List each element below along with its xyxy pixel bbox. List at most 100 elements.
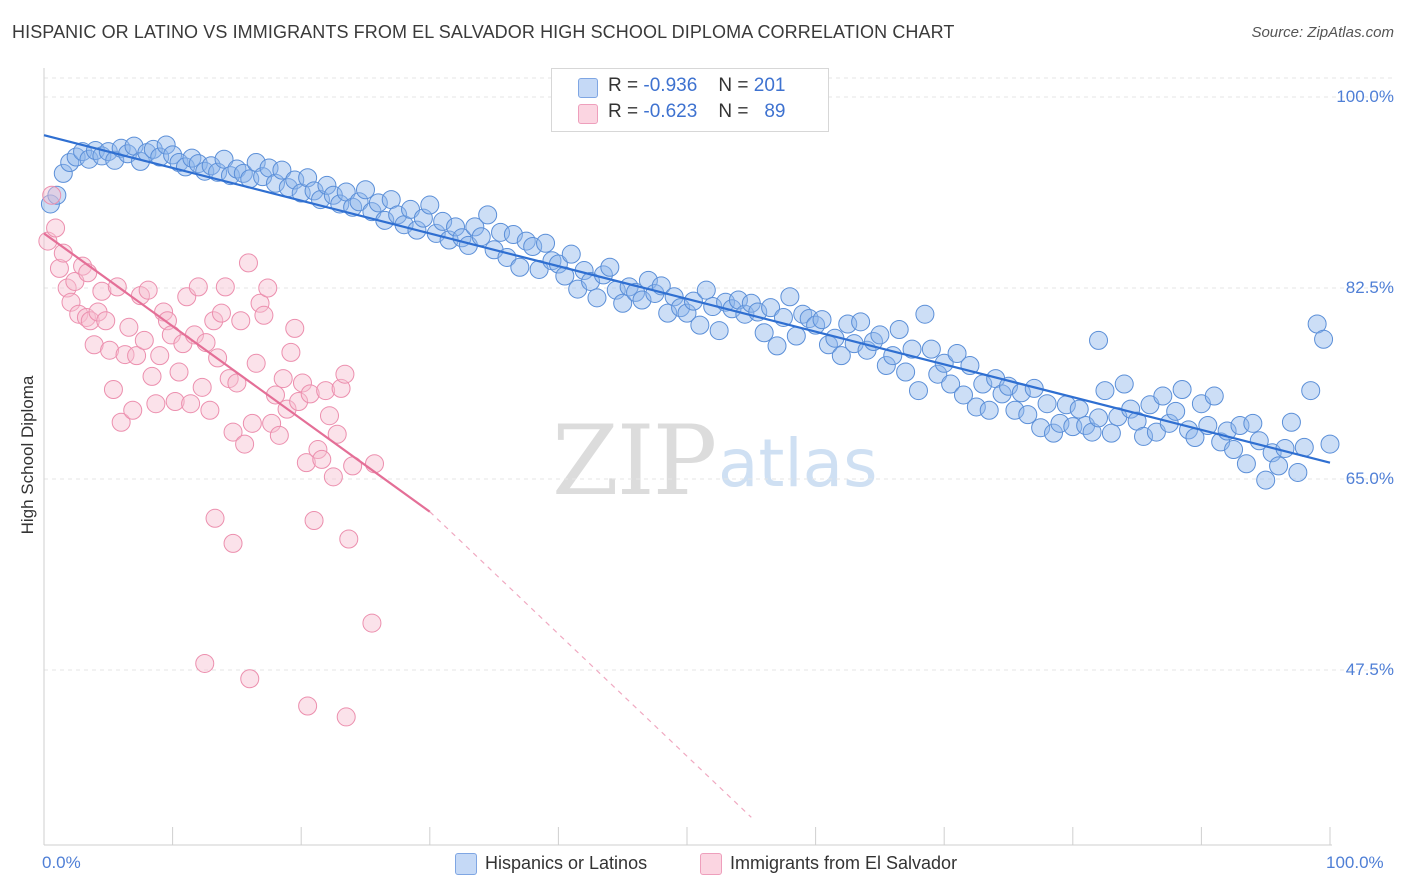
hispanics-point: [966, 397, 986, 417]
hispanics-trend-line: [43, 134, 1331, 464]
hispanics-point: [600, 257, 620, 277]
y-tick-label: 47.5%: [1345, 660, 1394, 679]
el-salvador-point: [134, 330, 154, 350]
bottom-legend-label: Immigrants from El Salvador: [730, 853, 958, 873]
hispanics-point: [1082, 422, 1102, 442]
el-salvador-point: [205, 508, 225, 528]
el-salvador-point: [238, 253, 258, 273]
el-salvador-point: [336, 707, 356, 727]
series-hispanics-points: [40, 135, 1340, 490]
legend-n-value: 201: [753, 75, 786, 96]
bottom-legend-swatch-blue: [455, 853, 477, 875]
el-salvador-point: [188, 277, 208, 297]
hispanics-point: [1236, 454, 1256, 474]
hispanics-point: [349, 192, 369, 212]
hispanics-point: [1281, 412, 1301, 432]
el-salvador-point: [200, 400, 220, 420]
el-salvador-point: [273, 369, 293, 389]
hispanics-point: [433, 211, 453, 231]
el-salvador-point: [281, 342, 301, 362]
hispanics-point: [658, 303, 678, 323]
el-salvador-point: [204, 311, 224, 331]
el-salvador-point: [335, 364, 355, 384]
hispanics-point: [754, 323, 774, 343]
el-salvador-point: [289, 392, 309, 412]
el-salvador-point: [127, 346, 147, 366]
hispanics-point: [908, 381, 928, 401]
hispanics-point: [1243, 413, 1263, 433]
hispanics-point: [1069, 399, 1089, 419]
hispanics-point: [1224, 440, 1244, 460]
hispanics-point: [1204, 386, 1224, 406]
el-salvador-point: [300, 384, 320, 404]
hispanics-point: [1089, 408, 1109, 428]
el-salvador-point: [242, 413, 262, 433]
el-salvador-point: [138, 280, 158, 300]
hispanics-point: [233, 163, 253, 183]
hispanics-point: [1089, 330, 1109, 350]
el-salvador-point: [331, 378, 351, 398]
el-salvador-point: [262, 413, 282, 433]
legend-swatch-blue: [578, 78, 598, 98]
hispanics-point: [561, 244, 581, 264]
hispanics-point: [60, 152, 80, 172]
el-salvador-point: [296, 453, 316, 473]
hispanics-point: [182, 148, 202, 168]
el-salvador-point: [223, 533, 243, 553]
y-tick-label: 100.0%: [1336, 87, 1394, 106]
hispanics-point: [1288, 462, 1308, 482]
hispanics-point: [992, 384, 1012, 404]
hispanics-point: [1044, 423, 1064, 443]
hispanics-point: [246, 152, 266, 172]
el-salvador-point: [339, 529, 359, 549]
el-salvador-point: [231, 311, 251, 331]
hispanics-point: [1153, 386, 1173, 406]
el-salvador-point: [49, 258, 69, 278]
el-salvador-point: [96, 311, 116, 331]
hispanics-point: [889, 319, 909, 339]
hispanics-point: [1114, 374, 1134, 394]
hispanics-point: [47, 185, 67, 205]
hispanics-point: [953, 385, 973, 405]
hispanics-point: [812, 310, 832, 330]
hispanics-point: [831, 346, 851, 366]
el-salvador-point: [327, 424, 347, 444]
el-salvador-point: [76, 307, 96, 327]
trend-lines: [43, 134, 1331, 818]
el-salvador-point: [73, 256, 93, 276]
legend-r-label: R =: [608, 101, 639, 122]
hispanics-point: [1269, 456, 1289, 476]
el-salvador-point: [78, 263, 98, 283]
hispanics-point: [317, 175, 337, 195]
hispanics-point: [921, 339, 941, 359]
hispanics-point: [1031, 418, 1051, 438]
hispanics-point: [851, 312, 871, 332]
hispanics-point: [1256, 470, 1276, 490]
hispanics-point: [516, 231, 536, 251]
el-salvador-point: [316, 381, 336, 401]
hispanics-point: [1005, 400, 1025, 420]
el-salvador-point: [165, 392, 185, 412]
el-salvador-point: [142, 366, 162, 386]
hispanics-point: [870, 325, 890, 345]
el-salvador-point: [319, 406, 339, 426]
el-salvador-point: [298, 696, 318, 716]
hispanics-point: [465, 217, 485, 237]
el-salvador-point: [285, 318, 305, 338]
el-salvador-point: [195, 653, 215, 673]
el-salvador-point: [181, 394, 201, 414]
legend: R = -0.936 N = 201 R = -0.623 N = 89: [551, 68, 829, 132]
hispanics-point: [780, 287, 800, 307]
hispanics-point: [709, 321, 729, 341]
hispanics-point: [587, 288, 607, 308]
el-salvador-point: [362, 613, 382, 633]
el-salvador-point: [211, 303, 231, 323]
hispanics-point: [928, 364, 948, 384]
el-salvador-trend-extension: [429, 511, 752, 818]
el-salvador-point: [57, 278, 77, 298]
hispanics-point: [1320, 434, 1340, 454]
hispanics-point: [696, 280, 716, 300]
el-salvador-point: [240, 669, 260, 689]
el-salvador-trend-line: [43, 232, 431, 513]
hispanics-point: [1037, 394, 1057, 414]
